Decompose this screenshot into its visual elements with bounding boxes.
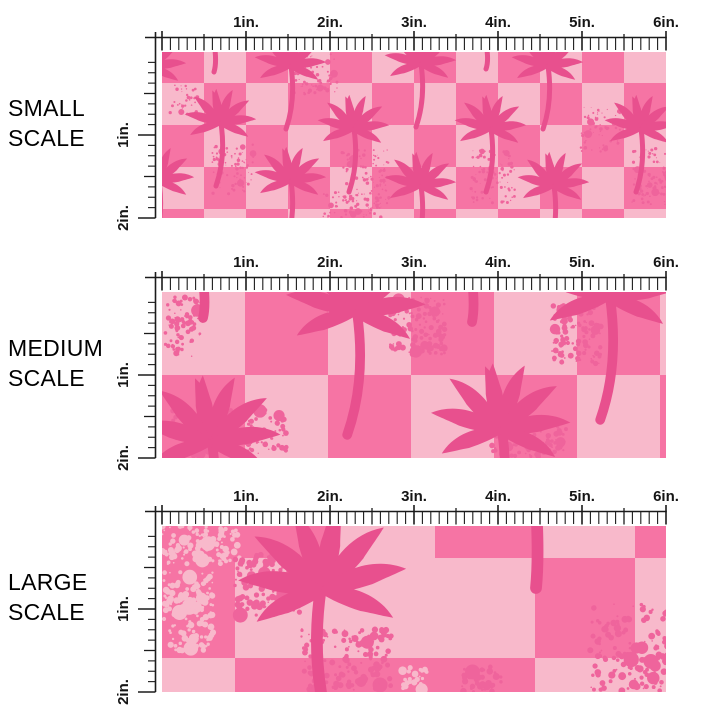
h-ruler-label: 3in. bbox=[401, 14, 427, 31]
scale-label-medium-line2: SCALE bbox=[8, 365, 85, 391]
h-ruler-label: 6in. bbox=[653, 14, 679, 31]
v-ruler-label: 1in. bbox=[115, 122, 132, 148]
palm-tree bbox=[254, 52, 327, 132]
v-ruler-label: 2in. bbox=[115, 445, 132, 471]
v-ruler-label: 2in. bbox=[115, 679, 132, 705]
swatch-section-large: 1in. 2in. 3in. 4in. 5in. 6in. 1in. 2in. bbox=[115, 488, 679, 705]
h-ruler-label: 4in. bbox=[485, 254, 511, 271]
h-ruler-label: 2in. bbox=[317, 254, 343, 271]
vertical-ruler: 1in. 2in. bbox=[115, 272, 157, 471]
scale-label-small: SMALL SCALE bbox=[8, 93, 138, 153]
palm-trunk-tip bbox=[483, 52, 491, 72]
scale-label-large: LARGE SCALE bbox=[8, 567, 138, 627]
scale-label-small-line2: SCALE bbox=[8, 125, 85, 151]
palm-trunk-tip bbox=[211, 52, 219, 75]
h-ruler-label: 5in. bbox=[569, 488, 595, 505]
v-ruler-label: 1in. bbox=[115, 362, 132, 388]
vertical-ruler: 1in. 2in. bbox=[115, 506, 157, 705]
palm-trunk-tip bbox=[530, 526, 544, 594]
palm-tree bbox=[384, 52, 457, 130]
palm-trunk-tip bbox=[467, 292, 479, 327]
palm-tree bbox=[430, 363, 571, 458]
horizontal-ruler: 1in. 2in. 3in. 4in. 5in. 6in. bbox=[145, 14, 679, 51]
palm-tree bbox=[384, 151, 457, 218]
palm-tree bbox=[184, 88, 257, 189]
h-ruler-label: 4in. bbox=[485, 14, 511, 31]
palm-tree bbox=[254, 146, 327, 218]
palm-tree bbox=[511, 52, 584, 132]
v-ruler-label: 2in. bbox=[115, 205, 132, 231]
h-ruler-label: 2in. bbox=[317, 14, 343, 31]
palm-tree bbox=[317, 94, 390, 195]
palm-tree bbox=[238, 526, 407, 692]
horizontal-ruler: 1in. 2in. 3in. 4in. 5in. 6in. bbox=[145, 488, 679, 525]
scale-label-large-line1: LARGE bbox=[8, 569, 88, 595]
v-ruler-label: 1in. bbox=[115, 596, 132, 622]
palm-tree bbox=[285, 292, 426, 440]
palm-tree bbox=[538, 292, 666, 425]
palm-tree bbox=[162, 148, 195, 218]
horizontal-ruler: 1in. 2in. 3in. 4in. 5in. 6in. bbox=[145, 254, 679, 291]
h-ruler-label: 5in. bbox=[569, 14, 595, 31]
palm-tree bbox=[454, 94, 527, 195]
h-ruler-label: 5in. bbox=[569, 254, 595, 271]
palm-tree bbox=[517, 151, 590, 218]
vertical-ruler: 1in. 2in. bbox=[115, 32, 157, 231]
h-ruler-label: 6in. bbox=[653, 488, 679, 505]
h-ruler-label: 4in. bbox=[485, 488, 511, 505]
h-ruler-label: 6in. bbox=[653, 254, 679, 271]
h-ruler-label: 3in. bbox=[401, 254, 427, 271]
h-ruler-label: 1in. bbox=[233, 14, 259, 31]
palm-tree bbox=[162, 52, 187, 81]
h-ruler-label: 1in. bbox=[233, 254, 259, 271]
scale-label-medium: MEDIUM SCALE bbox=[8, 333, 138, 393]
swatch-section-medium: 1in. 2in. 3in. 4in. 5in. 6in. 1in. 2in. bbox=[115, 254, 679, 471]
h-ruler-label: 3in. bbox=[401, 488, 427, 505]
h-ruler-label: 1in. bbox=[233, 488, 259, 505]
fabric-swatch-small-scale bbox=[162, 52, 666, 218]
scale-label-large-line2: SCALE bbox=[8, 599, 85, 625]
palm-tree bbox=[604, 94, 666, 195]
fabric-swatch-medium-scale bbox=[162, 292, 666, 458]
fabric-swatch-large-scale bbox=[162, 526, 666, 692]
scale-label-medium-line1: MEDIUM bbox=[8, 335, 104, 361]
palm-tree bbox=[162, 375, 281, 458]
swatch-section-small: 1in. 2in. 3in. 4in. 5in. 6in. 1in. 2in. bbox=[115, 14, 679, 231]
scale-label-small-line1: SMALL bbox=[8, 95, 85, 121]
palm-trunk-tip bbox=[198, 292, 210, 323]
h-ruler-label: 2in. bbox=[317, 488, 343, 505]
